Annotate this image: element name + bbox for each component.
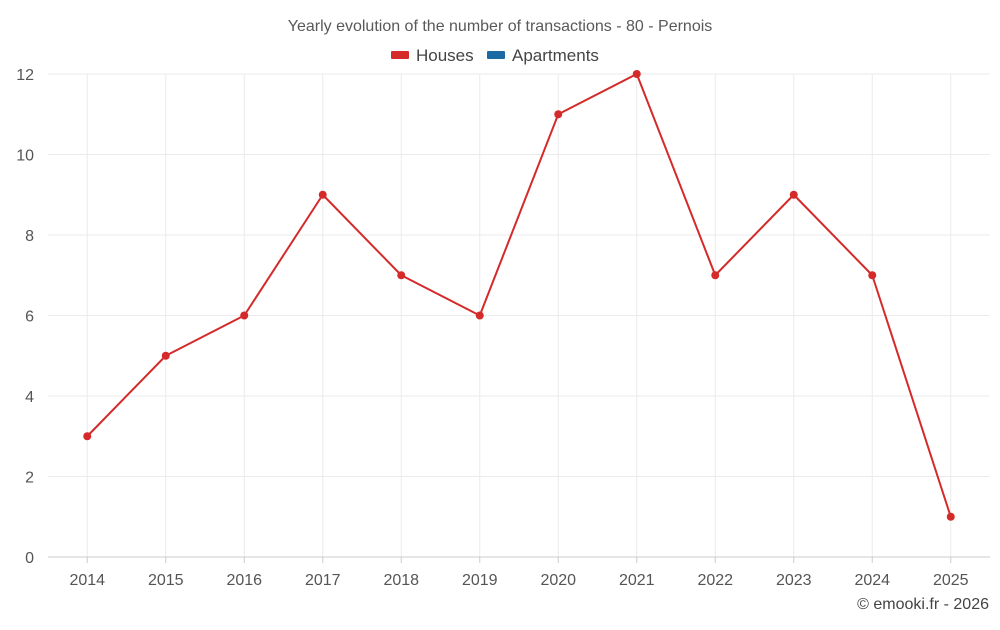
x-tick-label-2014: 2014	[69, 572, 105, 589]
copyright-text: © emooki.fr - 2026	[857, 596, 989, 613]
x-tick-label-2025: 2025	[933, 572, 969, 589]
data-point-houses-2015[interactable]	[161, 351, 170, 360]
y-tick-label-2: 2	[25, 470, 34, 487]
y-tick-label-6: 6	[25, 309, 34, 326]
series	[83, 70, 955, 521]
legend: Houses Apartments	[391, 46, 599, 65]
legend-label-apartments: Apartments	[512, 46, 599, 65]
x-tick-label-2016: 2016	[226, 572, 262, 589]
legend-item-apartments[interactable]: Apartments	[487, 46, 599, 65]
x-tick-label-2022: 2022	[697, 572, 733, 589]
gridlines	[48, 73, 990, 557]
x-tick-label-2024: 2024	[854, 572, 890, 589]
data-point-houses-2022[interactable]	[711, 271, 720, 280]
y-tick-label-0: 0	[25, 550, 34, 567]
data-point-houses-2016[interactable]	[240, 311, 249, 320]
x-tick-label-2021: 2021	[619, 572, 655, 589]
x-tick-label-2020: 2020	[540, 572, 576, 589]
legend-swatch-apartments	[487, 51, 505, 59]
data-point-houses-2020[interactable]	[554, 110, 563, 119]
data-point-houses-2019[interactable]	[475, 311, 484, 320]
series-line-houses	[86, 73, 952, 518]
data-point-houses-2023[interactable]	[789, 190, 798, 199]
data-point-houses-2014[interactable]	[83, 432, 92, 441]
data-point-houses-2024[interactable]	[868, 271, 877, 280]
x-tick-label-2019: 2019	[462, 572, 498, 589]
legend-item-houses[interactable]: Houses	[391, 46, 474, 65]
axes: 0 2 4 6 8 10 12 2014 2015 2016 2017 2018 2019 2020 202…	[16, 67, 990, 589]
chart-title: Yearly evolution of the number of transa…	[288, 18, 713, 35]
x-tick-label-2017: 2017	[305, 572, 341, 589]
y-tick-label-4: 4	[25, 389, 34, 406]
legend-swatch-houses	[391, 51, 409, 59]
data-point-houses-2017[interactable]	[318, 190, 327, 199]
data-point-houses-2025[interactable]	[946, 512, 955, 521]
x-tick-label-2018: 2018	[383, 572, 419, 589]
data-point-houses-2018[interactable]	[397, 271, 406, 280]
y-tick-label-10: 10	[16, 148, 34, 165]
x-tick-label-2015: 2015	[148, 572, 184, 589]
legend-label-houses: Houses	[416, 46, 474, 65]
data-point-houses-2021[interactable]	[632, 70, 641, 78]
y-tick-label-8: 8	[25, 228, 34, 245]
y-tick-label-12: 12	[16, 67, 34, 84]
x-tick-label-2023: 2023	[776, 572, 812, 589]
